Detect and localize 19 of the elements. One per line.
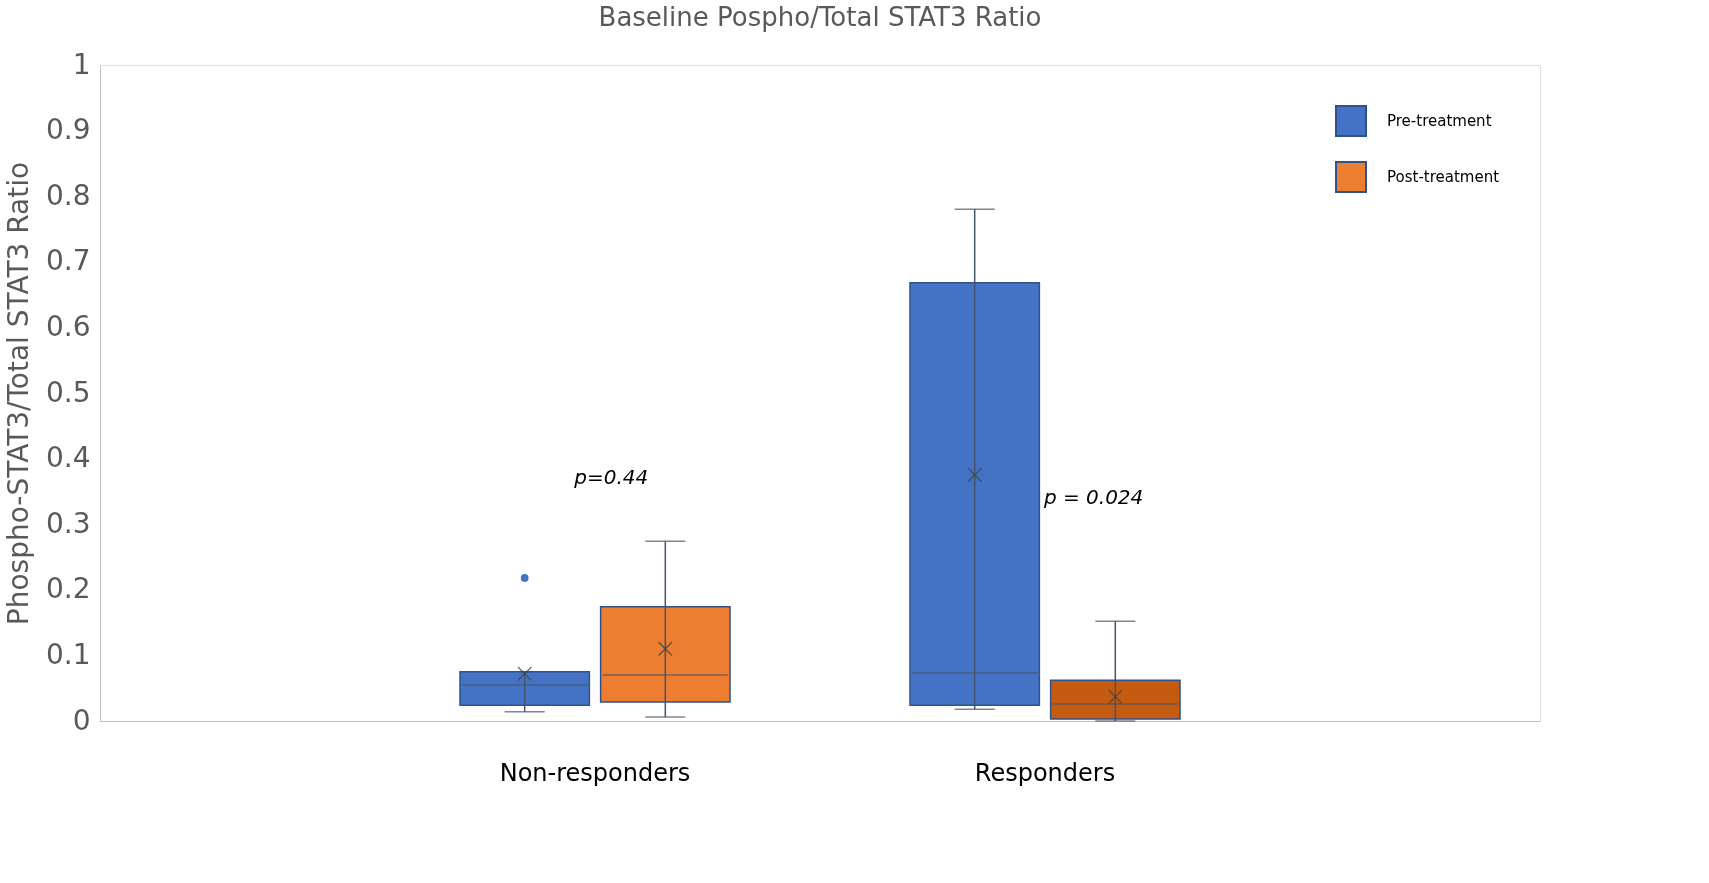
- y-tick-label: 0: [72, 703, 91, 737]
- y-tick-label: 0.6: [45, 309, 91, 343]
- y-tick-label: 0.5: [45, 375, 91, 409]
- y-tick-label: 0.1: [45, 637, 91, 671]
- y-axis-title: Phospho-STAT3/Total STAT3 Ratio: [1, 161, 35, 626]
- x-tick-label: Non-responders: [499, 758, 691, 787]
- y-tick-label: 1: [72, 47, 91, 81]
- annotation: p=0.44: [573, 465, 649, 490]
- y-tick-label: 0.7: [45, 244, 91, 278]
- legend-label: Pre-treatment: [1387, 112, 1492, 130]
- y-tick-label: 0.9: [45, 113, 91, 147]
- y-tick-label: 0.4: [45, 441, 91, 475]
- y-tick-label: 0.3: [45, 506, 91, 540]
- y-tick-label: 0.2: [45, 572, 91, 606]
- annotation: p = 0.024: [1042, 484, 1144, 509]
- x-tick-label: Responders: [974, 758, 1116, 787]
- y-tick-label: 0.8: [45, 178, 91, 212]
- chart-title: Baseline Pospho/Total STAT3 Ratio: [598, 2, 1042, 32]
- legend-label: Post-treatment: [1387, 168, 1500, 186]
